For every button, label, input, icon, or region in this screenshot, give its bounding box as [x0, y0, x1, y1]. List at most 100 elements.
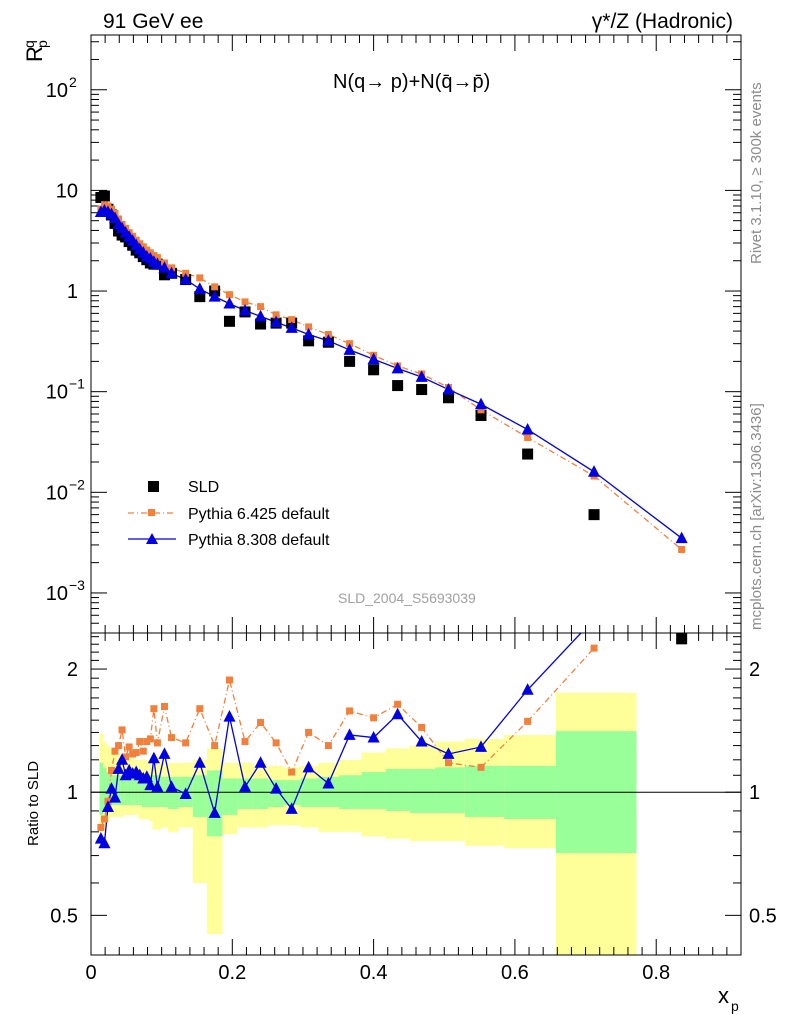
pythia6-ratio-point — [150, 705, 158, 713]
pythia6-ratio-point — [129, 750, 137, 758]
legend-entry-pythia6: Pythia 6.425 default — [128, 506, 330, 523]
ratio-stat-band — [252, 778, 269, 809]
pythia6-ratio-point — [118, 726, 126, 734]
pythia6-line — [100, 203, 683, 551]
legend-entry-pythia8: Pythia 8.308 default — [128, 532, 330, 549]
pythia6-ratio-point — [196, 705, 204, 713]
pythia6-point — [305, 323, 313, 331]
legend-label-sld: SLD — [188, 479, 219, 496]
pythia8-point — [322, 334, 335, 346]
ratio-stat-band — [192, 775, 207, 817]
pythia8-ratio-point — [193, 756, 206, 768]
pythia6-ratio-point — [111, 747, 119, 755]
ratio-stat-band — [103, 767, 107, 811]
main-y-axis-label-base: R — [22, 46, 47, 62]
pythia8-ratio-point — [391, 707, 404, 720]
pythia8-ratio-point — [322, 776, 335, 789]
ratio-stat-band — [117, 775, 121, 806]
sld-data-point — [588, 509, 600, 521]
main-y-axis-label: R — [22, 46, 47, 62]
sld-data-point — [475, 409, 487, 421]
sld-data-point — [392, 380, 404, 392]
pythia6-point — [241, 298, 249, 306]
pythia8-point — [158, 261, 171, 273]
pythia6-ratio-point — [524, 717, 532, 725]
pythia6-ratio-point — [122, 753, 130, 761]
pythia8-ratio-point — [101, 800, 115, 812]
pythia8-point — [270, 315, 283, 328]
main-y-tick-label-exponent: 2 — [69, 74, 77, 90]
pythia6-ratio-point — [257, 719, 265, 727]
pythia8-ratio-point — [165, 780, 178, 792]
analysis-watermark: SLD_2004_S5693039 — [338, 590, 476, 606]
rivet-version-label: Rivet 3.1.10, ≥ 300k events — [748, 82, 765, 264]
sld-data-point — [443, 392, 454, 404]
ratio-stat-band — [222, 778, 238, 815]
pythia6-ratio-point — [225, 676, 233, 684]
ratio-stat-band — [464, 765, 505, 817]
pythia6-ratio-point — [168, 734, 176, 742]
pythia6-ratio-point — [211, 742, 219, 750]
sld-data-point — [522, 448, 534, 460]
ratio-stat-band — [131, 775, 135, 806]
ratio-series-group — [94, 632, 598, 849]
pythia6-ratio-point — [115, 742, 123, 750]
legend-label-pythia8: Pythia 8.308 default — [188, 532, 330, 549]
main-y-tick-label: 10 — [46, 482, 68, 504]
x-tick-label: 0.8 — [642, 962, 670, 984]
pythia6-ratio-point — [288, 768, 296, 776]
pythia8-ratio-point — [144, 778, 157, 791]
pythia6-point — [288, 316, 296, 324]
pythia8-ratio-point — [158, 747, 171, 759]
pythia6-ratio-point — [324, 742, 332, 750]
ratio-stat-band — [124, 775, 128, 806]
pythia6-ratio-point — [153, 739, 161, 747]
pythia6-point — [272, 311, 280, 319]
sld-data-point — [344, 355, 356, 367]
ratio-y-tick-label: 1 — [67, 782, 78, 804]
sld-data-point — [255, 318, 267, 330]
pythia8-ratio-point — [147, 751, 160, 764]
ratio-x-axis: 0 0.2 0.4 0.6 0.8 — [85, 633, 728, 984]
pythia8-ratio-point — [442, 747, 455, 759]
sld-data-point — [676, 633, 688, 645]
ratio-stat-band — [138, 775, 142, 806]
pythia8-point — [193, 282, 206, 294]
pythia8-ratio-point — [521, 683, 534, 695]
sld-data-point — [416, 384, 428, 396]
pythia6-ratio-point — [305, 728, 313, 736]
pythia8-ratio-point — [367, 730, 380, 743]
pythia6-ratio-point — [241, 738, 249, 746]
pythia8-ratio-point — [151, 780, 164, 792]
sld-data-point — [98, 190, 110, 202]
x-tick-label: 0 — [85, 962, 96, 984]
ratio-stat-band — [237, 778, 253, 809]
pythia8-point — [675, 531, 688, 544]
pythia8-ratio-point — [254, 756, 267, 768]
pythia8-ratio-point — [208, 806, 221, 818]
ratio-stat-band — [385, 768, 410, 811]
main-y-tick-label: 10 — [46, 382, 68, 404]
pythia8-ratio-point — [140, 770, 153, 782]
sld-data-point — [194, 291, 206, 303]
pythia6-ratio-point — [272, 739, 280, 747]
ratio-x-axis-label: x — [718, 983, 729, 1008]
pythia8-point — [367, 352, 380, 365]
pythia8-ratio-point — [415, 734, 428, 747]
pythia6-ratio-point — [107, 766, 115, 774]
main-y-tick-label: 1 — [67, 281, 78, 303]
pythia6-ratio-point — [97, 823, 105, 831]
pythia6-point — [196, 274, 204, 282]
ratio-plot-panel: 0.5 0.51 12 2 0 0.2 0.4 0.6 0.8 Ratio to SLD x … — [25, 632, 777, 1014]
ratio-stat-band — [120, 775, 125, 806]
ratio-stat-band — [99, 762, 104, 815]
x-tick-label: 0.4 — [360, 962, 388, 984]
pythia6-ratio-point — [146, 735, 154, 743]
pythia8-point — [179, 272, 192, 285]
pythia6-ratio-point — [132, 749, 140, 757]
pythia6-ratio-point — [445, 759, 452, 767]
pythia8-ratio-point — [223, 710, 236, 722]
pythia8-point — [442, 382, 455, 395]
legend-entry-sld: SLD — [148, 479, 219, 496]
